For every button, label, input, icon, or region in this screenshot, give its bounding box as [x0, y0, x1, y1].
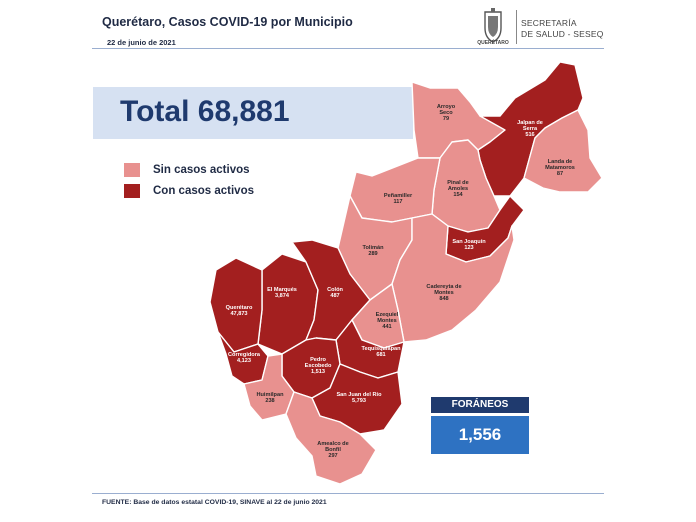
logo-line-1: SECRETARÍA [521, 18, 577, 28]
total-box [93, 87, 413, 139]
municipio-label-amealco-de-bonfil: Bonfil [325, 447, 341, 453]
municipio-value-jalpan-de-serra: 516 [525, 132, 534, 138]
municipio-value-colon: 487 [330, 293, 339, 299]
report-date: 22 de junio de 2021 [107, 38, 176, 47]
source-note: FUENTE: Base de datos estatal COVID-19, … [102, 499, 327, 506]
municipio-value-queretaro: 47,873 [230, 311, 247, 317]
municipio-landa-de-matamoros [523, 109, 603, 193]
municipio-label-pinal-de-amoles: Pinal de [447, 180, 468, 186]
logo-line-2: DE SALUD - SESEQ [521, 29, 604, 39]
municipio-value-corregidora: 4,123 [237, 358, 251, 364]
municipio-label-ezequiel-montes: Montes [377, 318, 397, 324]
municipio-value-penamiller: 117 [393, 199, 402, 205]
municipio-label-ezequiel-montes: Ezequiel [376, 312, 399, 318]
municipio-label-cadereyta-de-montes: Montes [434, 290, 454, 296]
foraneos-label: FORÁNEOS [431, 397, 529, 413]
municipio-label-cadereyta-de-montes: Cadereyta de [426, 284, 461, 290]
municipio-value-cadereyta-de-montes: 848 [439, 296, 448, 302]
municipio-label-tequisquiapan: Tequisquiapan [361, 346, 401, 352]
municipio-value-pedro-escobedo: 1,513 [311, 369, 325, 375]
municipio-label-huimilpan: Huimilpan [256, 392, 284, 398]
municipio-value-ezequiel-montes: 441 [382, 324, 391, 330]
municipio-label-arroyo-seco: Arroyo [437, 104, 456, 110]
municipio-value-amealco-de-bonfil: 297 [328, 453, 337, 459]
municipio-label-jalpan-de-serra: Jalpan de [517, 120, 543, 126]
municipio-label-pedro-escobedo: Escobedo [305, 363, 332, 369]
municipio-label-landa-de-matamoros: Landa de [548, 159, 573, 165]
logo-caption: QUERÉTARO [477, 40, 509, 46]
municipio-label-el-marques: El Marqués [267, 287, 297, 293]
municipio-penamiller [349, 157, 441, 223]
municipio-label-pedro-escobedo: Pedro [310, 357, 326, 363]
municipio-value-toliman: 289 [368, 251, 377, 257]
header-divider [92, 48, 604, 49]
municipio-label-landa-de-matamoros: Matamoros [545, 165, 575, 171]
municipio-label-colon: Colón [327, 287, 343, 293]
municipio-label-san-joaquin: San Joaquín [452, 239, 486, 245]
municipio-value-arroyo-seco: 79 [443, 116, 449, 122]
seseq-logo-text: SECRETARÍA DE SALUD - SESEQ [521, 18, 604, 40]
municipio-value-el-marques: 3,874 [275, 293, 290, 299]
municipio-label-toliman: Tolimán [362, 245, 384, 251]
logo-divider [516, 10, 517, 44]
legend-label-inactive: Sin casos activos [153, 164, 250, 176]
municipio-label-queretaro: Querétaro [226, 305, 253, 311]
municipio-label-arroyo-seco: Seco [439, 110, 453, 116]
municipio-label-penamiller: Peñamiller [384, 193, 413, 199]
legend-label-active: Con casos activos [153, 185, 254, 197]
municipio-value-huimilpan: 238 [265, 398, 274, 404]
municipio-value-san-joaquin: 123 [464, 245, 473, 251]
municipio-value-tequisquiapan: 681 [376, 352, 385, 358]
municipio-label-jalpan-de-serra: Serra [523, 126, 538, 132]
municipio-cadereyta-de-montes [391, 213, 515, 343]
municipio-value-landa-de-matamoros: 87 [557, 171, 563, 177]
municipio-label-amealco-de-bonfil: Amealco de [317, 441, 348, 447]
municipio-label-corregidora: Corregidora [228, 352, 261, 358]
legend-swatch-inactive [124, 163, 140, 177]
municipio-amealco-de-bonfil [285, 391, 377, 485]
municipio-value-pinal-de-amoles: 154 [453, 192, 463, 198]
legend-swatch-active [124, 184, 140, 198]
total-cases: Total 68,881 [120, 95, 290, 128]
page-title: Querétaro, Casos COVID-19 por Municipio [102, 15, 353, 29]
municipio-label-pinal-de-amoles: Amoles [448, 186, 468, 192]
footer-divider [92, 493, 604, 494]
foraneos-value: 1,556 [431, 416, 529, 454]
municipio-huimilpan [243, 353, 295, 421]
state-seal-logo [484, 8, 502, 43]
municipio-value-san-juan-del-rio: 5,793 [352, 398, 366, 404]
municipio-label-san-juan-del-rio: San Juan del Río [336, 392, 382, 398]
